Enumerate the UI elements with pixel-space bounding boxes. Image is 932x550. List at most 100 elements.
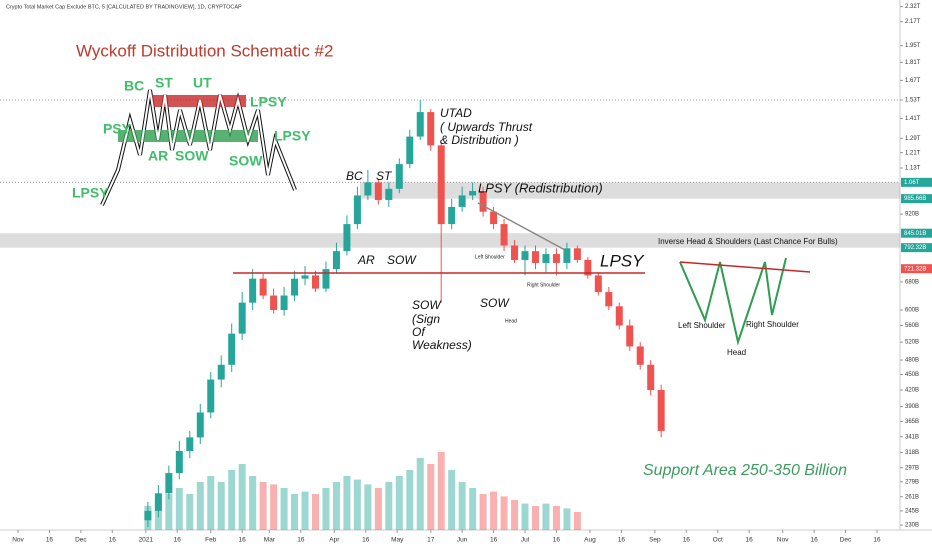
annotation: SOW — [480, 296, 510, 310]
candle-body — [605, 292, 613, 307]
candle-body — [217, 364, 225, 380]
volume-bar — [249, 476, 257, 530]
volume — [144, 452, 581, 530]
zone — [0, 233, 900, 248]
y-tick-label: 390B — [905, 404, 919, 410]
annotation: Head — [727, 348, 746, 357]
candle-body — [406, 136, 414, 165]
volume-bar — [374, 488, 382, 530]
x-tick-label: 16 — [109, 537, 117, 544]
annotation: Inverse Head & Shoulders (Last Chance Fo… — [658, 237, 838, 246]
y-tick-label: 1.29T — [905, 136, 921, 142]
candle-body — [364, 182, 372, 196]
volume-bar — [511, 500, 519, 530]
volume-bar — [395, 476, 403, 530]
y-tick-label: 261B — [905, 494, 919, 500]
volume-bar — [385, 482, 393, 530]
annotation: ST — [376, 169, 393, 183]
candle-body — [552, 254, 560, 263]
label: BC — [124, 78, 144, 94]
x-tick-label: 16 — [810, 537, 818, 544]
candle-body — [657, 390, 665, 431]
x-tick-label: 16 — [297, 537, 305, 544]
candle-body — [448, 206, 456, 225]
candle-body — [469, 190, 477, 196]
candle-body — [322, 269, 330, 289]
y-tick-label: 1.81T — [905, 60, 921, 66]
volume-bar — [322, 488, 330, 530]
x-tick-label: 16 — [174, 537, 182, 544]
volume-bar — [343, 476, 351, 530]
candle-body — [458, 195, 466, 207]
annotation: ( Upwards Thrust — [440, 120, 533, 134]
volume-bar — [448, 470, 456, 530]
y-tick-label: 245B — [905, 508, 919, 514]
label: LPSY — [274, 128, 311, 144]
annotation: BC — [346, 169, 363, 183]
volume-bar — [416, 458, 424, 530]
y-tick-label: 1.95T — [905, 43, 921, 49]
candle-body — [249, 278, 257, 303]
annotation: Weakness) — [412, 338, 472, 352]
x-tick-label: Jun — [457, 537, 468, 544]
x-tick-label: 16 — [618, 537, 626, 544]
candle-body — [647, 364, 655, 391]
label: SOW — [175, 148, 209, 164]
schematic-title: Wyckoff Distribution Schematic #2 — [76, 41, 333, 60]
x-tick-label: 16 — [873, 537, 881, 544]
candles — [144, 100, 665, 528]
volume-bar — [196, 482, 204, 530]
x-tick-label: 16 — [553, 537, 561, 544]
y-tick-label: 318B — [905, 450, 919, 456]
volume-bar — [406, 470, 414, 530]
y-tick-label: 1.53T — [905, 98, 921, 104]
volume-bar — [531, 506, 539, 530]
volume-bar — [259, 482, 267, 530]
annotation: & Distribution ) — [440, 133, 519, 147]
volume-bar — [207, 476, 215, 530]
x-tick-label: 17 — [427, 537, 435, 544]
ihs-line — [679, 257, 787, 346]
volume-bar — [479, 494, 487, 530]
candle-body — [353, 195, 361, 225]
trendline — [477, 202, 566, 251]
y-tick-label: 279B — [905, 479, 919, 485]
annotation: Head — [505, 318, 517, 324]
price-label: 721.32B — [904, 266, 926, 272]
volume-bar — [353, 479, 361, 530]
annotation: UTAD — [440, 106, 472, 120]
y-tick-label: 230B — [905, 523, 919, 529]
y-tick-label: 680B — [905, 280, 919, 286]
label: SOW — [229, 153, 263, 169]
candle-body — [385, 188, 393, 200]
x-tick-label: May — [391, 537, 404, 544]
candle-body — [291, 278, 299, 296]
candle-body — [186, 437, 194, 451]
y-tick-label: 920B — [905, 212, 919, 218]
volume-bar — [552, 506, 560, 530]
candle-body — [332, 251, 340, 270]
label: LPSY — [250, 94, 287, 110]
volume-bar — [175, 488, 183, 530]
y-tick-label: 297B — [905, 465, 919, 471]
annotation: LPSY (Redistribution) — [478, 180, 603, 195]
price-label: 1.06T — [904, 180, 920, 186]
x-tick-label: Nov — [777, 537, 789, 544]
candle-body — [563, 248, 571, 263]
candle-body — [573, 248, 581, 260]
volume-bar — [437, 452, 445, 530]
candle-body — [395, 164, 403, 189]
y-tick-label: 450B — [905, 372, 919, 378]
zone — [360, 182, 900, 199]
x-tick-label: Apr — [329, 537, 340, 544]
volume-bar — [469, 488, 477, 530]
y-tick-label: 420B — [905, 388, 919, 394]
schematic-line — [101, 89, 296, 206]
y-tick-label: 1.13T — [905, 166, 921, 172]
annotation: Support Area 250-350 Billion — [643, 462, 847, 479]
label: AR — [148, 148, 168, 164]
y-tick-label: 1.21T — [905, 150, 921, 156]
price-label-box — [901, 194, 932, 204]
candle-body — [584, 259, 592, 276]
candle-body — [427, 112, 435, 146]
